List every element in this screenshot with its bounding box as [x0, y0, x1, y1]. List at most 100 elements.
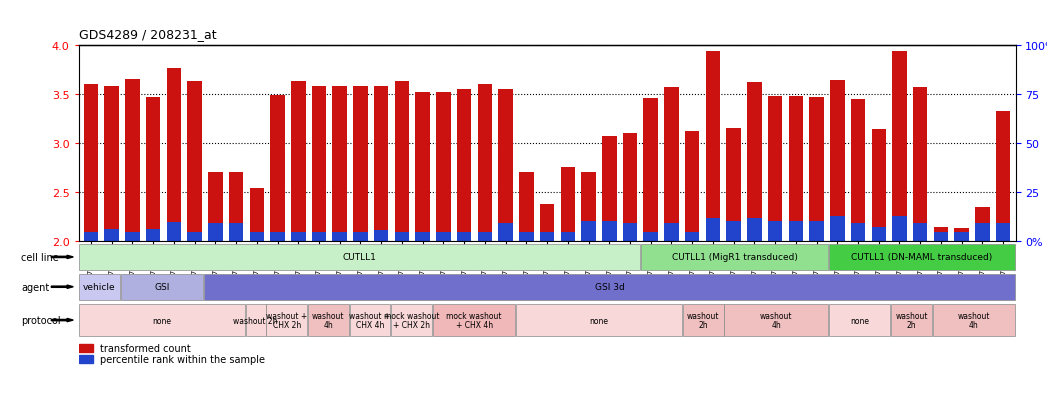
- Bar: [395, 82, 409, 242]
- FancyBboxPatch shape: [641, 244, 828, 270]
- Text: CUTLL1 (MigR1 transduced): CUTLL1 (MigR1 transduced): [671, 253, 798, 262]
- Bar: [477, 85, 492, 242]
- Bar: [291, 82, 306, 242]
- Text: agent: agent: [21, 282, 49, 292]
- Bar: [664, 88, 678, 242]
- Bar: [581, 221, 596, 242]
- Bar: [871, 228, 886, 242]
- Text: CUTLL1 (DN-MAML transduced): CUTLL1 (DN-MAML transduced): [851, 253, 993, 262]
- Text: none: none: [850, 316, 869, 325]
- Bar: [727, 129, 741, 242]
- Bar: [602, 221, 617, 242]
- Bar: [540, 233, 554, 242]
- Bar: [229, 223, 243, 242]
- Bar: [208, 173, 223, 242]
- Bar: [456, 233, 471, 242]
- Bar: [249, 189, 264, 242]
- Bar: [270, 233, 285, 242]
- Bar: [830, 216, 845, 242]
- Text: GSI 3d: GSI 3d: [595, 282, 624, 292]
- Bar: [748, 83, 761, 242]
- Bar: [623, 223, 638, 242]
- Text: none: none: [152, 316, 172, 325]
- Bar: [996, 112, 1010, 242]
- Bar: [644, 233, 658, 242]
- Bar: [934, 233, 949, 242]
- Bar: [767, 97, 782, 242]
- Bar: [560, 168, 575, 242]
- Text: transformed count: transformed count: [99, 343, 191, 353]
- Bar: [416, 233, 430, 242]
- Bar: [353, 87, 367, 242]
- Text: washout
2h: washout 2h: [687, 311, 719, 330]
- Bar: [748, 218, 761, 242]
- Text: washout
4h: washout 4h: [760, 311, 793, 330]
- Bar: [84, 85, 98, 242]
- Text: CUTLL1: CUTLL1: [342, 253, 377, 262]
- Bar: [498, 223, 513, 242]
- FancyBboxPatch shape: [266, 304, 307, 337]
- Bar: [166, 222, 181, 242]
- Bar: [126, 80, 139, 242]
- Bar: [519, 173, 534, 242]
- Bar: [955, 229, 968, 242]
- Bar: [456, 90, 471, 242]
- Bar: [208, 223, 223, 242]
- Bar: [166, 69, 181, 242]
- Bar: [788, 221, 803, 242]
- Bar: [892, 52, 907, 242]
- Text: washout
2h: washout 2h: [895, 311, 928, 330]
- Text: washout
4h: washout 4h: [312, 311, 344, 330]
- Bar: [706, 218, 720, 242]
- Bar: [540, 204, 554, 242]
- FancyBboxPatch shape: [725, 304, 828, 337]
- Bar: [333, 87, 347, 242]
- Bar: [913, 223, 928, 242]
- Bar: [187, 233, 202, 242]
- FancyBboxPatch shape: [308, 304, 349, 337]
- Bar: [955, 233, 968, 242]
- FancyBboxPatch shape: [79, 244, 641, 270]
- Text: mock washout
+ CHX 4h: mock washout + CHX 4h: [446, 311, 502, 330]
- Bar: [644, 98, 658, 242]
- Bar: [291, 233, 306, 242]
- Bar: [975, 223, 989, 242]
- Text: washout +
CHX 2h: washout + CHX 2h: [266, 311, 308, 330]
- Bar: [727, 221, 741, 242]
- Bar: [437, 233, 450, 242]
- Text: washout 2h: washout 2h: [233, 316, 277, 325]
- Bar: [809, 97, 824, 242]
- Bar: [871, 130, 886, 242]
- FancyBboxPatch shape: [433, 304, 515, 337]
- FancyBboxPatch shape: [828, 244, 1016, 270]
- Bar: [913, 88, 928, 242]
- FancyBboxPatch shape: [683, 304, 723, 337]
- FancyBboxPatch shape: [392, 304, 432, 337]
- Text: percentile rank within the sample: percentile rank within the sample: [99, 354, 265, 364]
- FancyBboxPatch shape: [204, 274, 1016, 300]
- Bar: [788, 97, 803, 242]
- Bar: [395, 233, 409, 242]
- Bar: [851, 100, 865, 242]
- Bar: [333, 233, 347, 242]
- Bar: [312, 87, 327, 242]
- Bar: [934, 228, 949, 242]
- Bar: [79, 344, 93, 352]
- Bar: [830, 81, 845, 242]
- FancyBboxPatch shape: [933, 304, 1016, 337]
- FancyBboxPatch shape: [891, 304, 932, 337]
- Bar: [353, 233, 367, 242]
- Bar: [270, 95, 285, 242]
- FancyBboxPatch shape: [79, 304, 245, 337]
- Bar: [105, 87, 119, 242]
- Text: washout +
CHX 4h: washout + CHX 4h: [350, 311, 391, 330]
- Bar: [84, 233, 98, 242]
- Bar: [851, 223, 865, 242]
- Bar: [187, 82, 202, 242]
- Bar: [581, 173, 596, 242]
- Bar: [477, 233, 492, 242]
- FancyBboxPatch shape: [350, 304, 391, 337]
- Text: GDS4289 / 208231_at: GDS4289 / 208231_at: [79, 28, 216, 41]
- Bar: [79, 355, 93, 363]
- Bar: [560, 233, 575, 242]
